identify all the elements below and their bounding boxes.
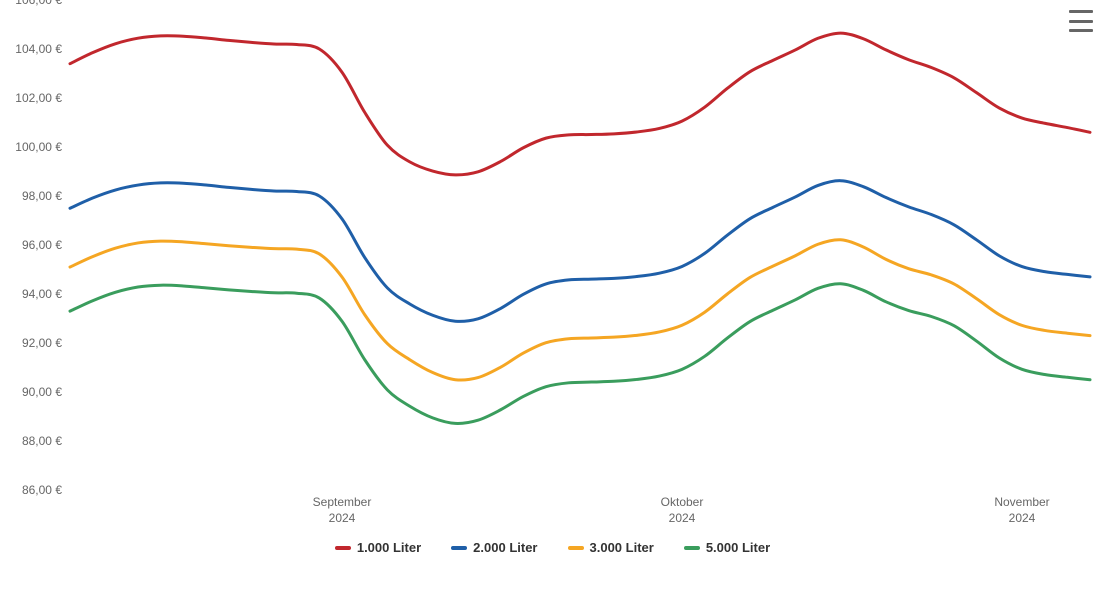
x-tick-label: November2024 (994, 495, 1049, 526)
line-series-svg (70, 0, 1090, 490)
series-line-s1000 (70, 33, 1090, 175)
legend-label: 2.000 Liter (473, 540, 537, 555)
series-line-s5000 (70, 284, 1090, 424)
y-tick-label: 88,00 € (22, 434, 62, 448)
legend-swatch (335, 546, 351, 550)
chart-legend: 1.000 Liter 2.000 Liter 3.000 Liter 5.000 L… (0, 540, 1105, 555)
legend-item-s1000[interactable]: 1.000 Liter (335, 540, 421, 555)
y-tick-label: 94,00 € (22, 287, 62, 301)
series-line-s2000 (70, 181, 1090, 322)
plot-area (70, 0, 1090, 490)
y-tick-label: 86,00 € (22, 483, 62, 497)
legend-label: 1.000 Liter (357, 540, 421, 555)
legend-swatch (568, 546, 584, 550)
y-tick-label: 98,00 € (22, 189, 62, 203)
y-tick-label: 96,00 € (22, 238, 62, 252)
y-tick-label: 100,00 € (15, 140, 62, 154)
legend-item-s5000[interactable]: 5.000 Liter (684, 540, 770, 555)
legend-swatch (684, 546, 700, 550)
series-line-s3000 (70, 240, 1090, 380)
legend-label: 5.000 Liter (706, 540, 770, 555)
y-tick-label: 102,00 € (15, 91, 62, 105)
price-line-chart: 86,00 € 88,00 € 90,00 € 92,00 € 94,00 € 96,00… (0, 0, 1105, 602)
y-tick-label: 106,00 € (15, 0, 62, 7)
legend-swatch (451, 546, 467, 550)
y-tick-label: 90,00 € (22, 385, 62, 399)
x-tick-label: September2024 (313, 495, 372, 526)
y-tick-label: 104,00 € (15, 42, 62, 56)
legend-label: 3.000 Liter (590, 540, 654, 555)
x-tick-label: Oktober2024 (661, 495, 704, 526)
legend-item-s3000[interactable]: 3.000 Liter (568, 540, 654, 555)
y-tick-label: 92,00 € (22, 336, 62, 350)
legend-item-s2000[interactable]: 2.000 Liter (451, 540, 537, 555)
